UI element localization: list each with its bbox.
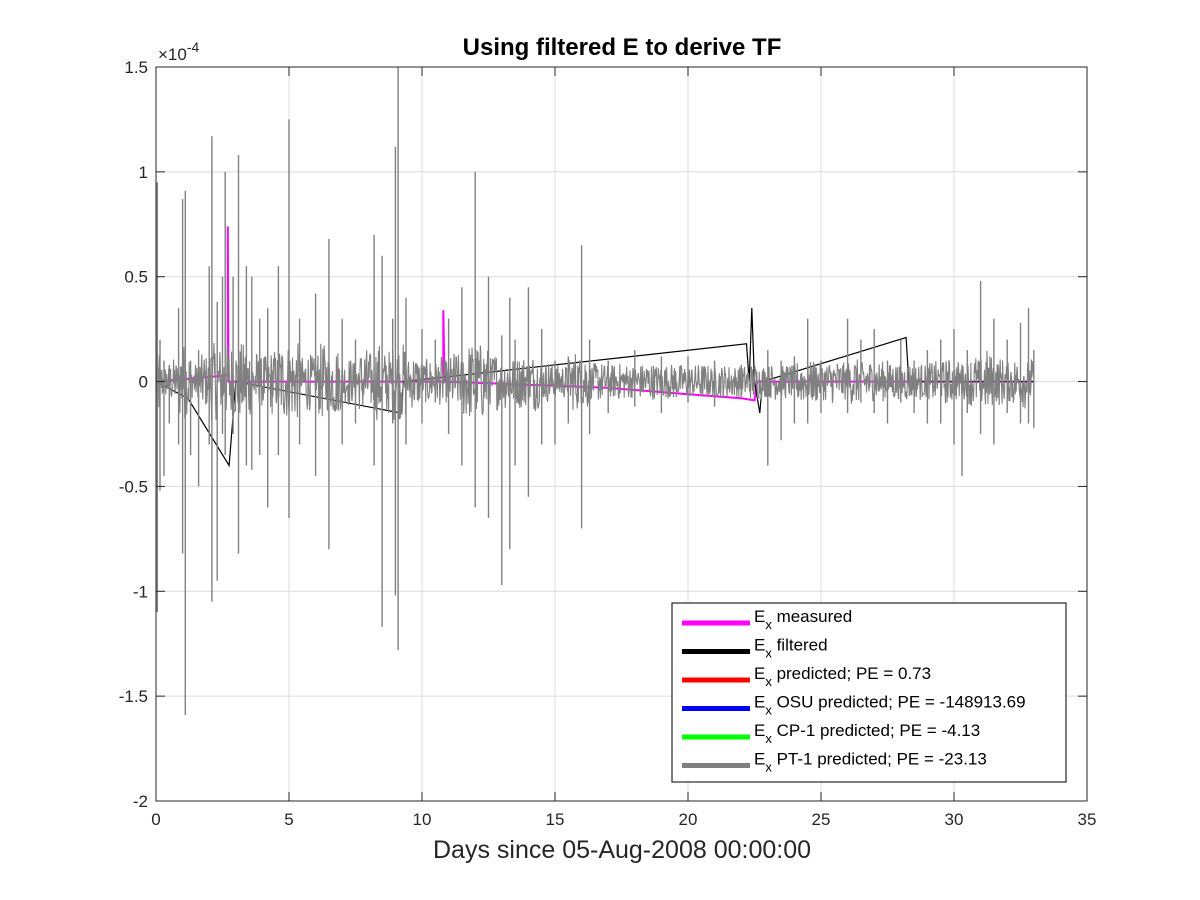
y-tick-label: -2 bbox=[133, 792, 148, 811]
x-tick-label: 15 bbox=[546, 810, 565, 829]
axes-box bbox=[155, 66, 1088, 802]
legend-label: Ex predicted; PE = 0.73 bbox=[754, 664, 931, 689]
y-tick-label: 1.5 bbox=[124, 58, 148, 77]
ticks: 0 5 10 15 20 25 30 35 -2 -1.5 -1 -0.5 0 0.5 1 1.5 bbox=[119, 58, 1097, 829]
x-tick-label: 10 bbox=[413, 810, 432, 829]
y-tick-label: 1 bbox=[139, 163, 148, 182]
chart-title: Using filtered E to derive TF bbox=[463, 34, 782, 61]
x-tick-label: 5 bbox=[284, 810, 293, 829]
data-layer bbox=[155, 67, 1035, 715]
x-axis-label: Days since 05-Aug-2008 00:00:00 bbox=[433, 836, 811, 864]
x-tick-label: 30 bbox=[945, 810, 964, 829]
legend-label: Ex measured bbox=[754, 607, 852, 632]
legend-label: Ex OSU predicted; PE = -148913.69 bbox=[754, 693, 1026, 718]
y-tick-label: 0 bbox=[139, 373, 148, 392]
y-tick-label: -0.5 bbox=[119, 477, 148, 496]
x-tick-label: 25 bbox=[812, 810, 831, 829]
legend-label: Ex PT-1 predicted; PE = -23.13 bbox=[754, 750, 987, 775]
legend-box bbox=[671, 602, 1067, 783]
legend: Ex measured Ex filtered Ex predicted; PE =… bbox=[671, 602, 1067, 783]
y-exponent-label: ×10-4 bbox=[158, 39, 200, 64]
y-tick-label: -1 bbox=[133, 582, 148, 601]
y-tick-label: 0.5 bbox=[124, 268, 148, 287]
x-tick-label: 35 bbox=[1078, 810, 1097, 829]
legend-label: Ex filtered bbox=[754, 636, 828, 661]
y-tick-label: -1.5 bbox=[119, 687, 148, 706]
x-tick-label: 20 bbox=[679, 810, 698, 829]
x-tick-label: 0 bbox=[151, 810, 160, 829]
legend-label: Ex CP-1 predicted; PE = -4.13 bbox=[754, 721, 980, 746]
